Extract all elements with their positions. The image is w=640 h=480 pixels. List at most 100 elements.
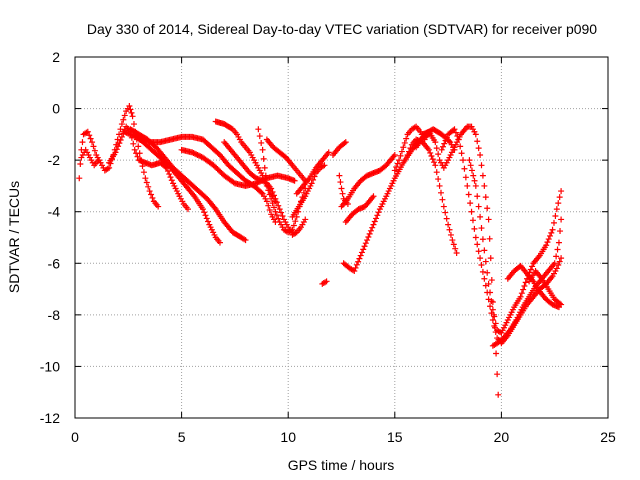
data-point: [337, 179, 344, 186]
data-point: [117, 137, 124, 144]
data-point: [433, 145, 440, 152]
data-point: [260, 155, 267, 162]
data-point: [242, 237, 249, 244]
data-point: [145, 183, 152, 190]
data-point: [489, 306, 496, 313]
data-track: [391, 123, 428, 174]
data-point: [488, 310, 495, 317]
data-point: [76, 175, 83, 182]
data-point: [396, 157, 403, 164]
data-point: [91, 147, 98, 154]
data-point: [493, 350, 500, 357]
data-point: [488, 277, 495, 284]
data-point: [84, 128, 91, 135]
data-point: [366, 230, 373, 237]
data-point: [481, 247, 488, 254]
data-point: [265, 183, 272, 190]
data-point: [547, 232, 554, 239]
data-point: [230, 179, 237, 186]
data-track: [504, 262, 562, 311]
data-point: [365, 233, 372, 240]
data-point: [325, 149, 332, 156]
data-point: [398, 148, 405, 155]
data-point: [128, 109, 135, 116]
data-point: [475, 248, 482, 255]
data-point: [478, 262, 485, 269]
data-point: [445, 221, 452, 228]
data-point: [272, 198, 279, 205]
data-point: [436, 182, 443, 189]
data-point: [474, 241, 481, 248]
data-point: [129, 113, 136, 120]
data-point: [481, 182, 488, 189]
data-point: [471, 177, 478, 184]
data-point: [558, 301, 565, 308]
data-point: [341, 140, 348, 147]
data-point: [148, 191, 155, 198]
data-point: [439, 143, 446, 150]
data-point: [474, 138, 481, 145]
data-point: [453, 249, 460, 256]
data-point: [77, 161, 84, 168]
data-point: [438, 146, 445, 153]
data-point: [258, 139, 265, 146]
data-point: [447, 231, 454, 238]
data-point: [373, 215, 380, 222]
data-point: [406, 148, 413, 155]
data-point: [550, 219, 557, 226]
data-point: [290, 222, 297, 229]
data-point: [355, 258, 362, 265]
data-point: [279, 213, 286, 220]
data-point: [435, 176, 442, 183]
data-point: [555, 239, 562, 246]
data-point: [469, 217, 476, 224]
data-point: [446, 226, 453, 233]
data-point: [369, 224, 376, 231]
data-point: [556, 300, 563, 307]
data-point: [308, 180, 315, 187]
data-point: [437, 189, 444, 196]
data-point: [253, 180, 260, 187]
data-point: [555, 200, 562, 207]
data-point: [529, 263, 536, 270]
data-point: [323, 278, 330, 285]
data-point: [190, 150, 197, 157]
data-point: [89, 139, 96, 146]
data-point: [259, 146, 266, 153]
data-point: [425, 146, 432, 153]
y-tick-label: -4: [48, 204, 61, 220]
data-point: [256, 133, 263, 140]
data-point: [86, 132, 93, 139]
data-point: [472, 234, 479, 241]
data-point: [339, 190, 346, 197]
data-point: [263, 198, 270, 205]
data-point: [470, 172, 477, 179]
y-tick-label: 2: [52, 49, 60, 65]
data-point: [431, 159, 438, 166]
data-point: [184, 206, 191, 213]
data-point: [266, 206, 273, 213]
data-point: [432, 162, 439, 169]
data-point: [455, 136, 462, 143]
x-tick-label: 15: [387, 429, 403, 445]
data-point: [439, 196, 446, 203]
data-point: [202, 212, 209, 219]
data-point: [121, 112, 128, 119]
data-point: [112, 149, 119, 156]
data-point: [394, 160, 401, 167]
data-point: [155, 203, 162, 210]
data-point: [467, 162, 474, 169]
data-point: [435, 151, 442, 158]
data-point: [95, 157, 102, 164]
data-point: [130, 121, 137, 128]
data-point: [484, 205, 491, 212]
data-point: [149, 194, 156, 201]
data-point: [485, 280, 492, 287]
data-point: [90, 143, 97, 150]
data-point: [134, 153, 141, 160]
data-point: [407, 145, 414, 152]
data-point: [482, 258, 489, 265]
data-point: [432, 139, 439, 146]
data-point: [400, 144, 407, 151]
data-point: [255, 126, 262, 133]
